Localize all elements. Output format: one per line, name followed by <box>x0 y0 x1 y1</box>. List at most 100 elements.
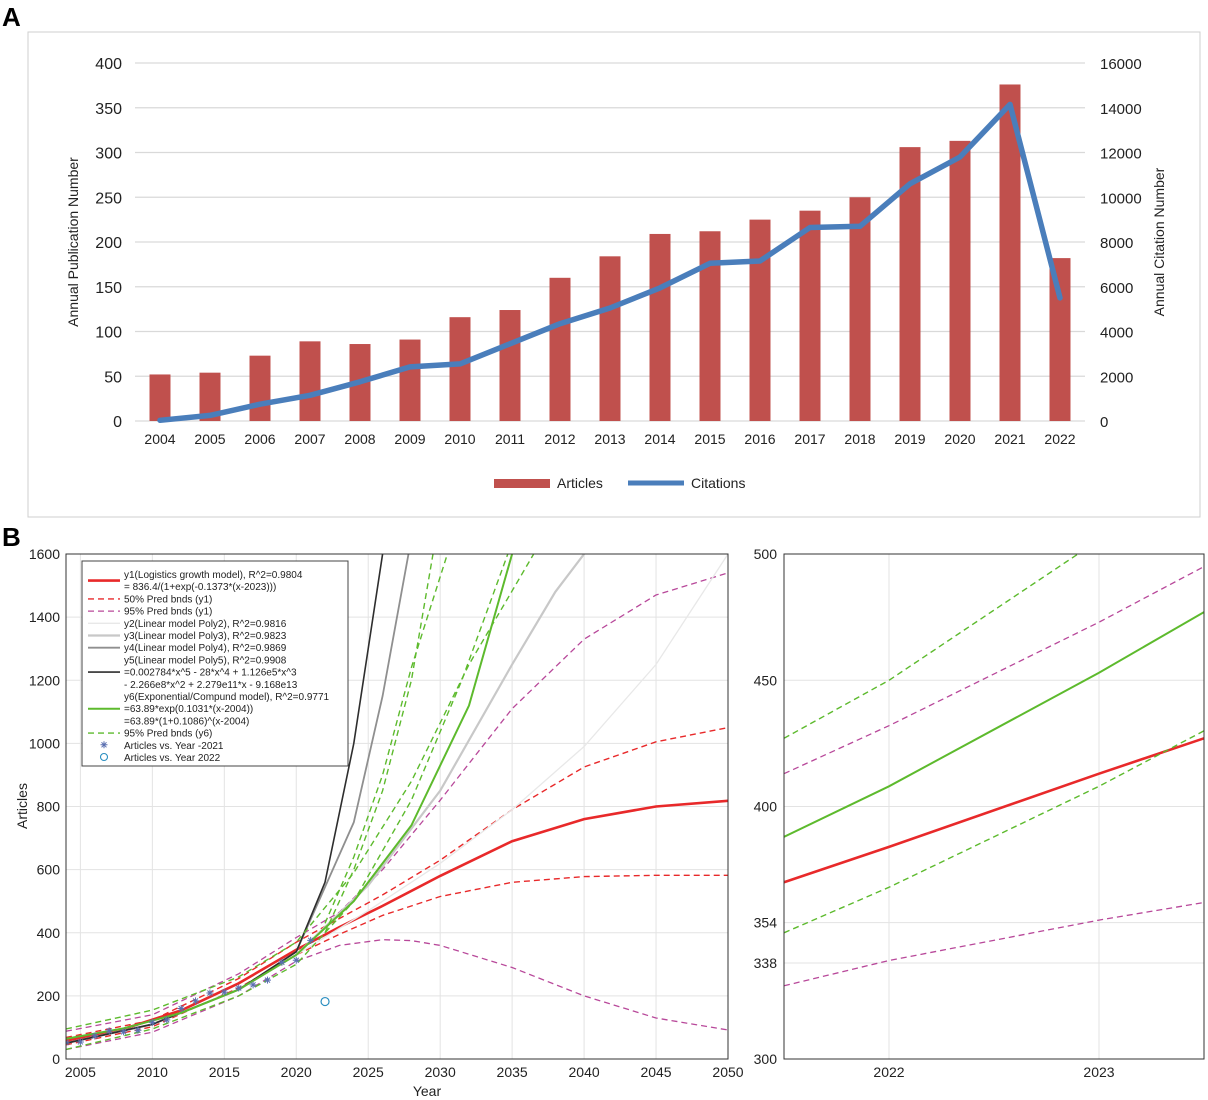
series-line-citations <box>157 101 1063 424</box>
legend-label-y1_95: 95% Pred bnds (y1) <box>124 607 212 618</box>
x-tick-label: 2017 <box>794 431 825 447</box>
x-tick-label: 2014 <box>644 431 675 447</box>
y-tick-label: 300 <box>754 1051 778 1067</box>
y-tick-label: 400 <box>95 56 122 73</box>
legend-label-y6_95: 95% Pred bnds (y6) <box>124 729 212 740</box>
legend-label-pts: Articles vs. Year -2021 <box>124 741 224 752</box>
curve-y6 <box>66 554 514 1040</box>
data-point-star <box>148 1018 156 1026</box>
x-tick-label: 2008 <box>344 431 375 447</box>
y-tick-label: 200 <box>95 235 122 252</box>
bar-articles <box>249 355 271 421</box>
legend-swatch-pt22 <box>99 752 109 762</box>
y2-axis-label: Annual Citation Number <box>1151 167 1167 316</box>
x-tick-label: 2022 <box>873 1064 904 1080</box>
bar-articles <box>149 374 171 421</box>
x-tick-label: 2030 <box>425 1064 456 1080</box>
x-tick-label: 2005 <box>194 431 225 447</box>
bar-articles <box>699 231 721 421</box>
y2-tick-label: 6000 <box>1100 280 1133 297</box>
chart-a: 0501001502002503003504000200040006000800… <box>27 31 1201 518</box>
legend-label-y1_50: 50% Pred bnds (y1) <box>124 594 212 605</box>
curve-y6_95_c <box>324 554 449 924</box>
curve-y6_95_a <box>66 554 535 1030</box>
y-tick-label: 1000 <box>29 735 60 751</box>
y-tick-label: 350 <box>95 101 122 118</box>
x-tick-label: 2011 <box>495 431 525 447</box>
data-point-2022 <box>320 996 330 1007</box>
bar-articles <box>199 372 221 421</box>
x-tick-label: 2010 <box>444 431 475 447</box>
y-tick-label: 1200 <box>29 672 60 688</box>
x-tick-label: 2025 <box>353 1064 384 1080</box>
data-point-star <box>307 936 315 944</box>
data-point-star <box>177 1005 185 1012</box>
legend-swatch-pts <box>100 741 108 749</box>
y-tick-label: 50 <box>104 369 122 386</box>
bar-articles <box>949 140 971 422</box>
data-point-star <box>134 1026 142 1034</box>
bar-articles <box>799 210 821 421</box>
y2-tick-label: 2000 <box>1100 369 1133 386</box>
y2-tick-label: 8000 <box>1100 235 1133 252</box>
chart-b-right: 2022 2023 300 338 354 400 450 500 <box>754 546 1205 1080</box>
y-tick-label: 0 <box>113 414 122 431</box>
y-tick-label: 450 <box>754 672 778 688</box>
data-point-star <box>235 984 243 992</box>
bar-articles <box>549 277 571 421</box>
x-tick-label: 2020 <box>281 1064 312 1080</box>
x-tick-label: 2019 <box>894 431 925 447</box>
y-tick-label: 200 <box>37 988 61 1004</box>
x-tick-label: 2004 <box>144 431 175 447</box>
y-axis-label: Articles <box>14 783 30 829</box>
x-tick-label: 2016 <box>744 431 775 447</box>
bar-articles <box>449 317 471 421</box>
data-point-star <box>163 1016 171 1024</box>
curve-y6_95_upper <box>784 554 1079 739</box>
curves-group <box>66 554 728 1051</box>
data-point-star <box>105 1027 113 1035</box>
chart-a-frame <box>27 31 1201 518</box>
y-tick-label: 250 <box>95 190 122 207</box>
y-tick-label: 400 <box>37 925 61 941</box>
bar-articles <box>999 84 1021 421</box>
curve-y1_95_upper <box>784 566 1204 775</box>
y2-tick-label: 12000 <box>1100 146 1142 163</box>
y2-tick-label: 16000 <box>1100 56 1142 73</box>
y-tick-label: 500 <box>754 546 778 562</box>
bar-articles <box>499 310 521 421</box>
legend-label-y6: y6(Exponential/Compund model), R^2=0.977… <box>124 692 330 703</box>
x-tick-label: 2010 <box>137 1064 168 1080</box>
curves-group <box>784 554 1204 987</box>
curve-y6 <box>784 611 1204 838</box>
y-tick-label: 300 <box>95 146 122 163</box>
legend-label-pt22: Articles vs. Year 2022 <box>124 753 221 764</box>
y-tick-label: 1400 <box>29 609 60 625</box>
curve-y6_95_b <box>66 554 509 1051</box>
data-point-star <box>120 1028 128 1036</box>
legend-label-y5: =0.002784*x^5 - 28*x^4 + 1.126e5*x^3 <box>124 668 297 679</box>
x-tick-label: 2013 <box>594 431 625 447</box>
x-tick-label: 2023 <box>1083 1064 1114 1080</box>
panel-label-b: B <box>2 522 21 552</box>
legend-label-y1: = 836.4/(1+exp(-0.1373*(x-2023))) <box>124 582 276 593</box>
y-tick-label: 354 <box>754 915 778 931</box>
panel-label-a: A <box>2 2 21 32</box>
x-tick-label: 2040 <box>569 1064 600 1080</box>
legend-label-y6: =63.89*exp(0.1031*(x-2004)) <box>124 704 253 715</box>
data-point-star <box>292 956 300 964</box>
y2-tick-label: 0 <box>1100 414 1108 431</box>
x-tick-label: 2045 <box>640 1064 671 1080</box>
y2-tick-label: 14000 <box>1100 101 1142 118</box>
data-point-star <box>192 997 200 1005</box>
bar-articles <box>299 341 321 421</box>
x-tick-label: 2021 <box>994 431 1025 447</box>
bar-articles <box>899 147 921 421</box>
x-tick-label: 2018 <box>844 431 875 447</box>
legend-box <box>81 560 349 767</box>
curve-y1 <box>66 799 728 1043</box>
data-point-star <box>206 989 214 997</box>
y-tick-label: 0 <box>52 1051 60 1067</box>
x-tick-label: 2005 <box>65 1064 96 1080</box>
